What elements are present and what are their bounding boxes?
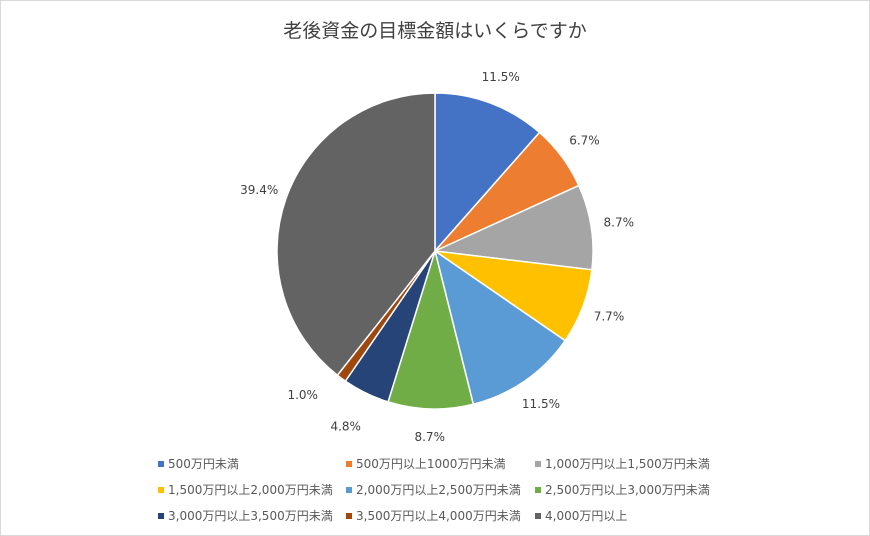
legend-item-0: 500万円未満 <box>158 455 239 472</box>
legend-swatch <box>346 460 352 467</box>
legend-label: 4,000万円以上 <box>545 509 628 523</box>
data-label-7: 1.0% <box>287 388 318 402</box>
pie-slice-4 <box>433 249 567 406</box>
legend-label: 3,500万円以上4,000万円未満 <box>356 509 521 523</box>
legend-item-4: 2,000万円以上2,500万円未満 <box>346 481 521 498</box>
legend-swatch <box>535 512 541 519</box>
legend-swatch <box>346 512 352 519</box>
legend-label: 2,500万円以上3,000万円未満 <box>545 483 710 497</box>
data-label-3: 7.7% <box>594 310 625 324</box>
data-label-8: 39.4% <box>240 183 278 197</box>
legend-label: 3,000万円以上3,500万円未満 <box>168 509 333 523</box>
legend-item-7: 3,500万円以上4,000万円未満 <box>346 507 521 524</box>
legend-item-3: 1,500万円以上2,000万円未満 <box>158 481 333 498</box>
legend-swatch <box>535 460 541 467</box>
legend-swatch <box>158 486 164 493</box>
legend-swatch <box>346 486 352 493</box>
legend-item-8: 4,000万円以上 <box>535 507 627 524</box>
data-label-6: 4.8% <box>330 419 361 433</box>
pie-slice-2 <box>432 184 594 271</box>
legend-label: 2,000万円以上2,500万円未満 <box>356 483 521 497</box>
legend-label: 500万円以上1000万円未満 <box>356 457 506 471</box>
data-label-1: 6.7% <box>569 133 600 147</box>
legend-item-2: 1,000万円以上1,500万円未満 <box>535 455 710 472</box>
legend-swatch <box>158 512 164 519</box>
legend-item-5: 2,500万円以上3,000万円未満 <box>535 481 710 498</box>
legend-label: 500万円未満 <box>168 457 239 471</box>
data-label-2: 8.7% <box>604 215 635 229</box>
data-label-0: 11.5% <box>482 70 520 84</box>
legend-swatch <box>535 486 541 493</box>
legend-swatch <box>158 460 164 467</box>
legend-label: 1,500万円以上2,000万円未満 <box>168 483 333 497</box>
pie-slice-5 <box>387 248 475 410</box>
data-label-5: 8.7% <box>414 430 445 444</box>
data-label-4: 11.5% <box>522 397 560 411</box>
chart-title: 老後資金の目標金額はいくらですか <box>283 20 587 42</box>
legend-item-1: 500万円以上1000万円未満 <box>346 455 505 472</box>
pie-slice-8 <box>276 92 436 377</box>
pie-slice-0 <box>434 92 541 253</box>
legend-label: 1,000万円以上1,500万円未満 <box>545 457 710 471</box>
legend-item-6: 3,000万円以上3,500万円未満 <box>158 507 333 524</box>
